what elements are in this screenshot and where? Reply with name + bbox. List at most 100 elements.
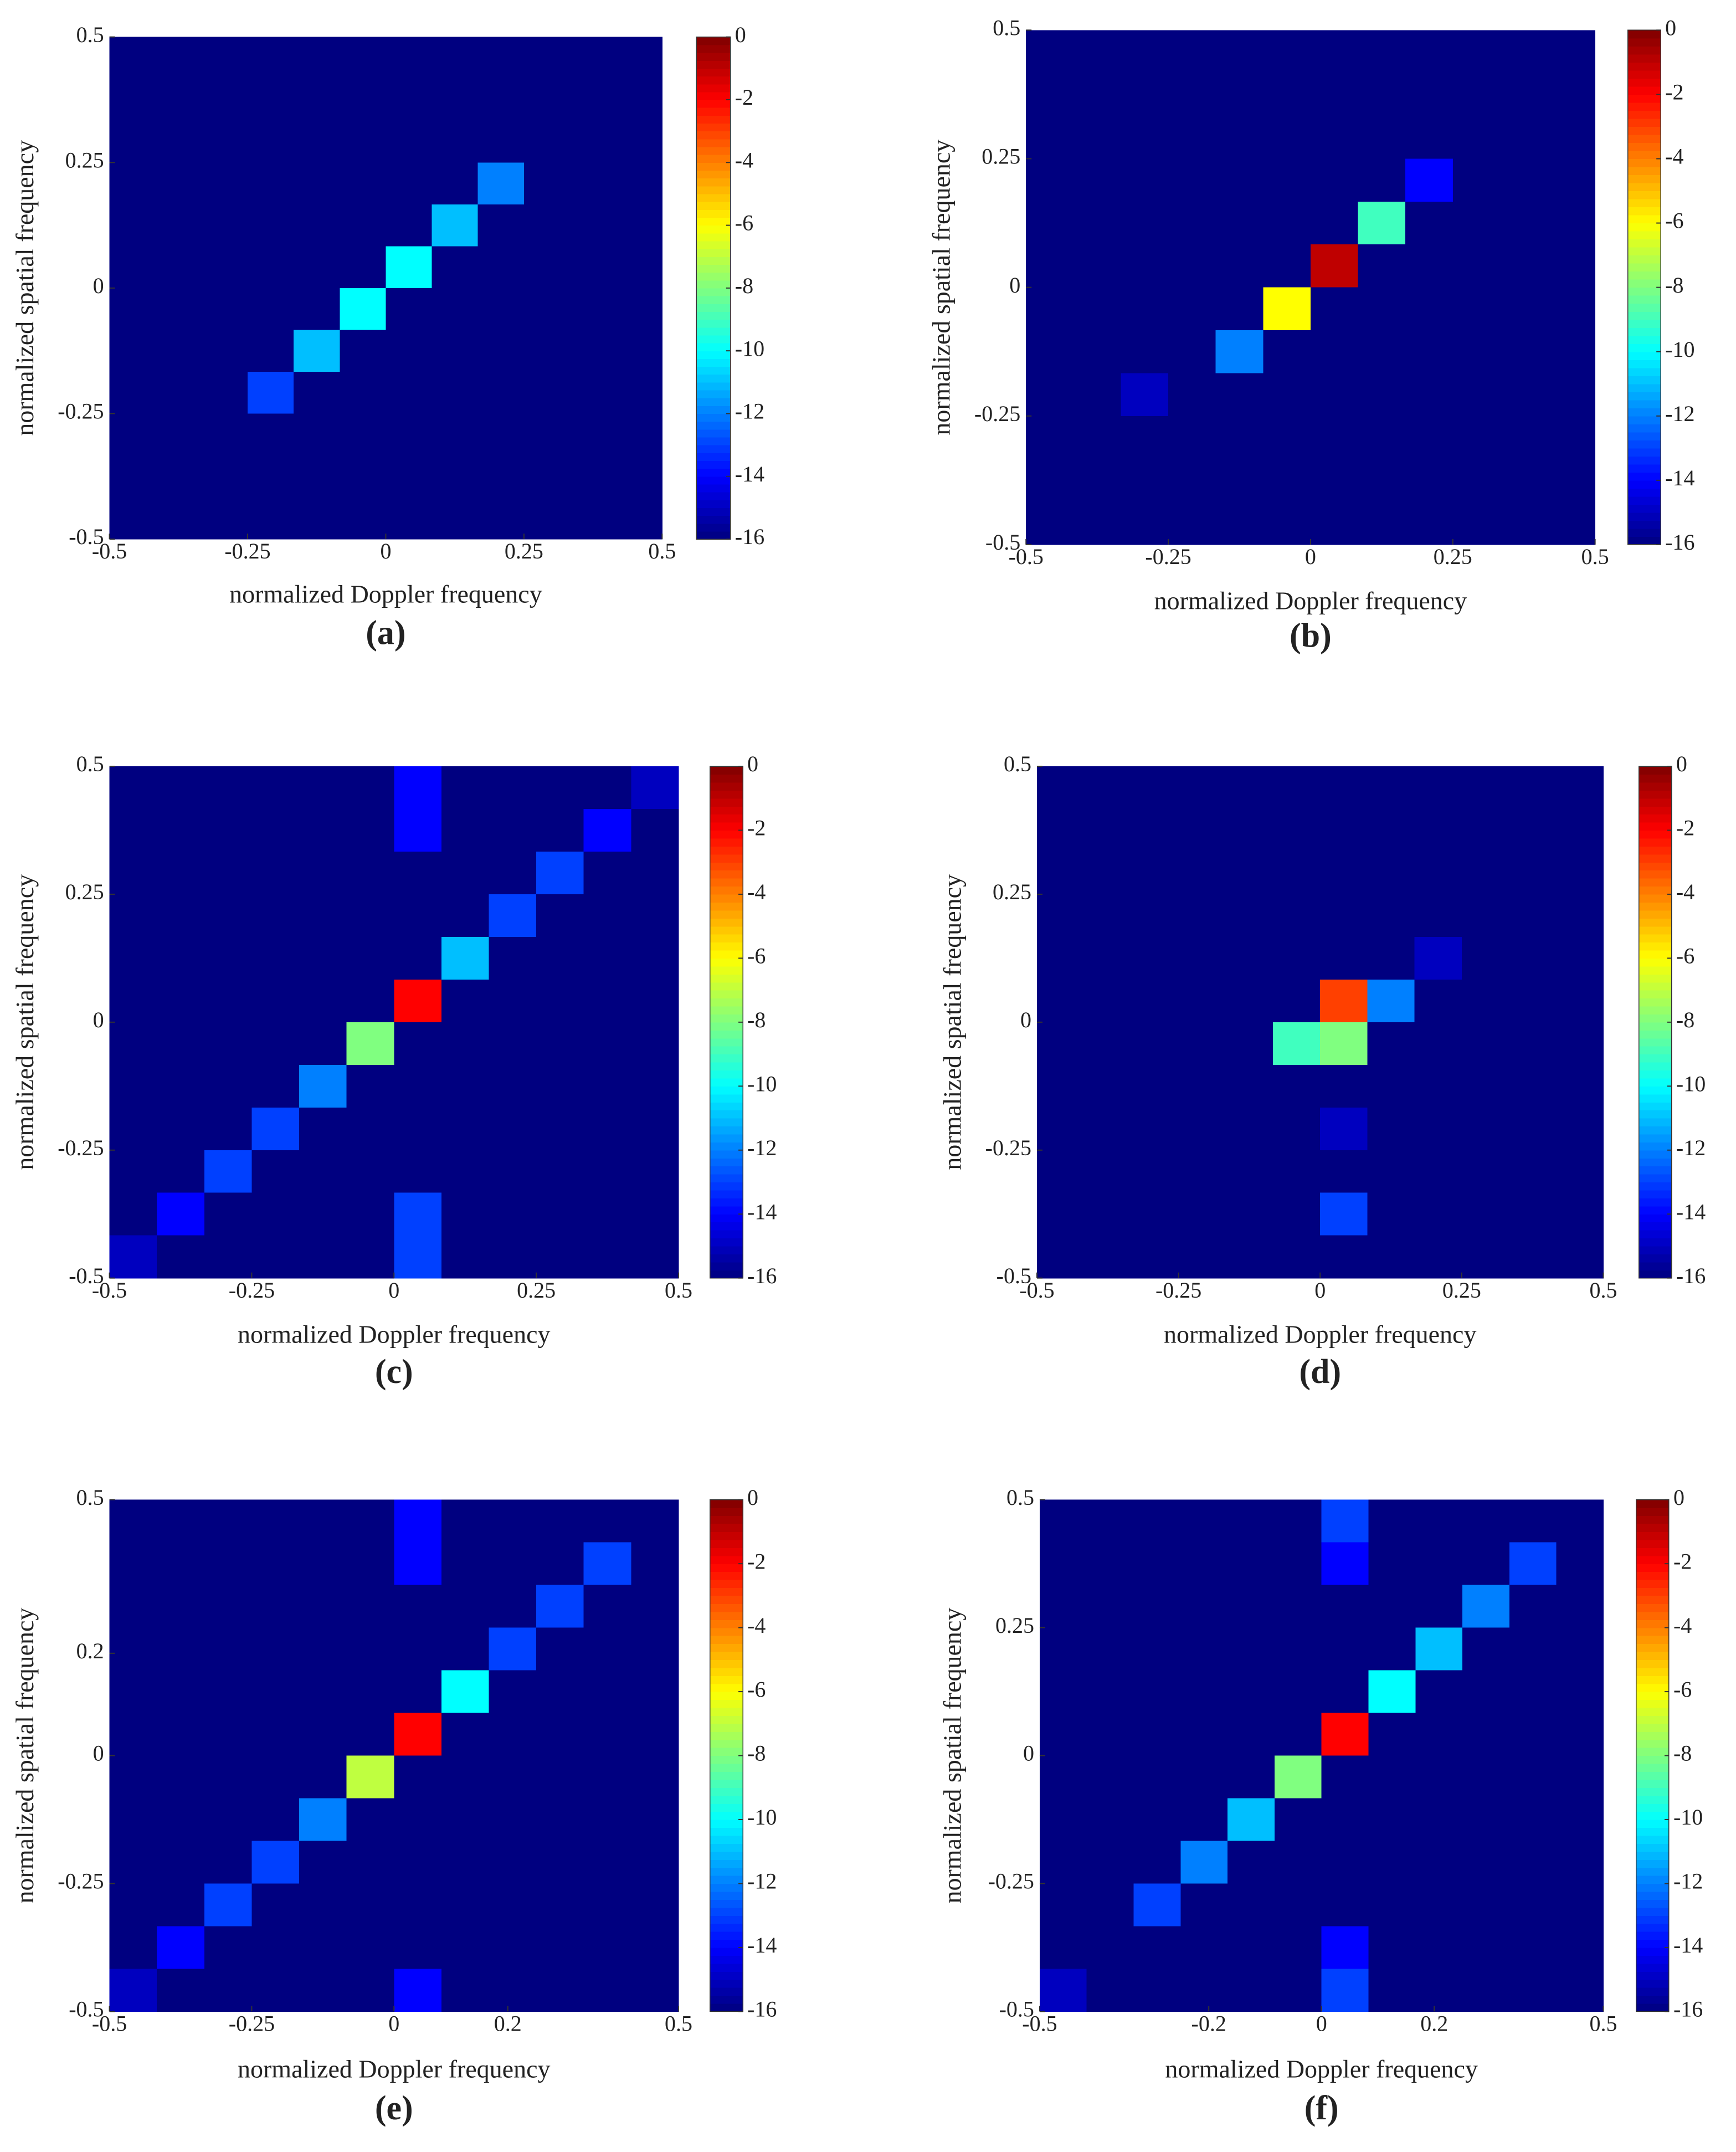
heatmap-cell (441, 1499, 490, 1543)
colorbar-step (1636, 1811, 1669, 1820)
heatmap-cell (1225, 979, 1273, 1023)
heatmap-cell (1037, 851, 1085, 895)
heatmap-cell (489, 1064, 537, 1108)
heatmap-cell (616, 120, 662, 163)
colorbar-step (1627, 126, 1661, 135)
colorbar-step (1627, 142, 1661, 151)
heatmap-cell (155, 330, 202, 372)
heatmap-cell (299, 1798, 347, 1842)
heatmap-cell (441, 894, 490, 937)
x-tick-label: 0.5 (665, 2011, 692, 2036)
heatmap-cell (583, 1713, 631, 1756)
heatmap-cell (1320, 1235, 1368, 1279)
heatmap-cell (1026, 30, 1074, 74)
heatmap-cell (1556, 1150, 1604, 1193)
heatmap-cell (299, 1926, 347, 1970)
heatmap-cell (1215, 73, 1264, 116)
colorbar-step (1639, 1158, 1672, 1167)
heatmap-cell (477, 120, 525, 163)
heatmap-cell (248, 371, 294, 414)
heatmap-cell (1556, 1627, 1604, 1671)
colorbar-step (696, 288, 731, 296)
colorbar-step (696, 406, 731, 414)
heatmap-cell (1462, 1798, 1510, 1842)
heatmap-cell (386, 120, 433, 163)
heatmap-cell (1133, 1585, 1181, 1628)
heatmap-cell (1178, 1022, 1226, 1065)
heatmap-cell (536, 1627, 584, 1671)
heatmap-cell (1133, 1627, 1181, 1671)
colorbar-step (1636, 1963, 1669, 1972)
heatmap-cell (201, 455, 248, 498)
heatmap-cell (248, 37, 294, 79)
colorbar-step (1627, 327, 1661, 336)
heatmap-cell (1556, 1235, 1604, 1279)
colorbar-step (1636, 1955, 1669, 1964)
heatmap-cell (523, 371, 571, 414)
heatmap-cell (1273, 894, 1321, 937)
colorbar-step (1627, 158, 1661, 167)
colorbar-step (696, 84, 731, 93)
heatmap-cell (1227, 1585, 1275, 1628)
heatmap-cell (1414, 1107, 1462, 1151)
colorbar-step (1636, 1939, 1669, 1948)
heatmap-cell (1227, 1883, 1275, 1927)
colorbar-step (710, 1262, 743, 1270)
heatmap-cell (1415, 1755, 1463, 1799)
heatmap-cell (1263, 244, 1311, 288)
heatmap-cell (204, 979, 253, 1023)
heatmap-cell (1358, 459, 1406, 503)
x-tick-label: -0.25 (1145, 544, 1191, 569)
heatmap-cell (109, 1841, 157, 1884)
heatmap-cell (570, 162, 617, 205)
heatmap-cell (1320, 1022, 1368, 1065)
heatmap-cell (1133, 1755, 1181, 1799)
heatmap-cell (346, 1022, 394, 1065)
heatmap-cell (631, 1107, 679, 1151)
x-tick-label: 0.25 (1434, 544, 1472, 569)
heatmap-cell (1556, 808, 1604, 852)
colorbar-step (696, 178, 731, 187)
colorbar-step (696, 53, 731, 61)
colorbar-step (710, 1564, 743, 1572)
colorbar-step (696, 257, 731, 265)
colorbar-step (696, 107, 731, 116)
y-tick-label: -0.5 (69, 524, 104, 549)
heatmap-cell (299, 1969, 347, 2012)
heatmap-cell (536, 1798, 584, 1842)
colorbar-step (710, 1603, 743, 1612)
heatmap-cell (1509, 1798, 1557, 1842)
heatmap-cell (1263, 459, 1311, 503)
colorbar-step (710, 1182, 743, 1191)
heatmap-cell (631, 979, 679, 1023)
heatmap-cell (294, 497, 340, 540)
colorbar-step (1636, 1571, 1669, 1580)
colorbar-step (710, 1499, 743, 1508)
heatmap-cell (299, 1064, 347, 1108)
heatmap-cell (394, 1969, 442, 2012)
colorbar-tick-label: -10 (747, 1805, 777, 1830)
heatmap-cell (489, 1542, 537, 1586)
colorbar-step (710, 1731, 743, 1740)
colorbar-step (1639, 1078, 1672, 1087)
heatmap-cell (346, 1926, 394, 1970)
heatmap-cell (432, 162, 479, 205)
heatmap-cell (1310, 73, 1359, 116)
heatmap-cell (1131, 1064, 1179, 1108)
colorbar-step (710, 1030, 743, 1039)
colorbar-step (1627, 247, 1661, 256)
heatmap-cell (346, 1969, 394, 2012)
heatmap-cell (346, 1064, 394, 1108)
colorbar-step (1627, 175, 1661, 183)
heatmap-cell (1548, 416, 1596, 459)
heatmap-cell (251, 894, 300, 937)
heatmap-cell (155, 497, 202, 540)
heatmap-cell (489, 1022, 537, 1065)
colorbar-step (696, 296, 731, 304)
heatmap-cell (489, 808, 537, 852)
heatmap-cell (1215, 330, 1264, 373)
colorbar-step (1636, 1555, 1669, 1564)
colorbar-step (1639, 974, 1672, 983)
heatmap-cell (157, 1969, 205, 2012)
